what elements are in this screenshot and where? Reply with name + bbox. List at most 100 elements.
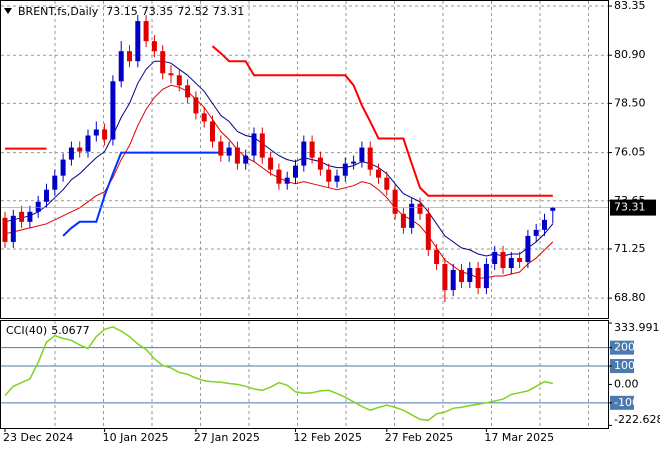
- y-tick-label: 0.00: [614, 377, 639, 390]
- candle-body: [492, 251, 498, 264]
- y-tick-label: -222.628: [614, 413, 660, 426]
- cci-title: CCI(40): [6, 324, 47, 337]
- candle-body: [301, 141, 307, 166]
- open: 73.15: [106, 5, 138, 18]
- candle-body: [243, 155, 249, 164]
- vertical-grid: [54, 1, 589, 428]
- candle-body: [459, 270, 464, 283]
- candle-body: [52, 175, 58, 190]
- y-tick-label: 80.90: [614, 48, 646, 61]
- candle-body: [425, 213, 431, 250]
- candle-body: [376, 169, 381, 178]
- collapse-icon[interactable]: [4, 8, 12, 14]
- candle-body: [359, 147, 365, 162]
- low: 72.52: [177, 5, 209, 18]
- candle-body: [326, 169, 332, 182]
- candle-body: [127, 51, 132, 62]
- y-tick-label: -100: [614, 396, 639, 409]
- symbol: BRENT.fs,Daily: [18, 5, 99, 18]
- candle-body: [309, 141, 315, 158]
- candle-body: [500, 251, 506, 269]
- y-tick-label: 100: [614, 359, 635, 372]
- candle-body: [68, 147, 74, 160]
- candle-body: [118, 51, 124, 82]
- candle-body: [284, 177, 290, 184]
- y-tick-label: 78.50: [614, 96, 646, 109]
- candle-body: [10, 215, 16, 242]
- candle-body: [392, 189, 398, 214]
- candle-body: [226, 147, 232, 156]
- candle-body: [77, 147, 83, 152]
- candle-body: [85, 135, 91, 152]
- candle-body: [434, 249, 440, 264]
- candle-body: [93, 129, 99, 136]
- candle-body: [110, 81, 116, 140]
- candle-body: [135, 21, 141, 62]
- candle-body: [268, 157, 274, 170]
- candle-body: [475, 268, 481, 289]
- cci-header: CCI(40) 5.0677: [6, 324, 90, 337]
- candle-body: [342, 163, 348, 176]
- x-tick-label: 27 Feb 2025: [385, 431, 453, 444]
- candle-body: [334, 175, 340, 182]
- candle-body: [218, 141, 224, 156]
- candle-body: [317, 157, 323, 170]
- candle-body: [525, 235, 531, 262]
- candle-body: [176, 75, 182, 86]
- candle-body: [19, 211, 25, 222]
- y-tick-label: 71.25: [614, 242, 646, 255]
- candle-body: [27, 211, 33, 222]
- price-tag: [610, 199, 656, 216]
- candle-body: [44, 189, 49, 202]
- candle-body: [210, 121, 215, 142]
- indicator-line: [211, 45, 553, 197]
- candle-body: [143, 21, 149, 42]
- candle-body: [450, 270, 456, 291]
- candle-body: [60, 159, 66, 176]
- y-tick-label: 333.991: [614, 321, 660, 334]
- candle-body: [508, 257, 514, 269]
- candle-body: [400, 213, 406, 228]
- indicator-line: [62, 151, 221, 237]
- y-tick-label: 200: [614, 341, 635, 354]
- candle-body: [35, 201, 41, 212]
- level-box: [610, 359, 634, 374]
- x-tick-label: 27 Jan 2025: [194, 431, 260, 444]
- cci-panel: [0, 320, 609, 429]
- high: 73.35: [142, 5, 174, 18]
- y-tick-label: 68.80: [614, 291, 646, 304]
- price-tag-label: 73.31: [614, 201, 646, 214]
- x-tick-label: 23 Dec 2024: [3, 431, 73, 444]
- candle-body: [367, 147, 373, 170]
- y-tick-label: 76.05: [614, 146, 646, 159]
- cci-value: 5.0677: [51, 324, 90, 337]
- candle-body: [259, 133, 265, 158]
- candle-body: [293, 165, 298, 178]
- candle-body: [160, 51, 166, 74]
- candle-body: [351, 161, 357, 164]
- candle-body: [102, 129, 108, 140]
- header: BRENT.fs,Daily 73.15 73.35 72.52 73.31: [18, 5, 244, 18]
- level-box: [610, 395, 634, 410]
- level-box: [610, 340, 634, 355]
- candle-body: [234, 147, 240, 164]
- candle-body: [185, 85, 191, 98]
- close: 73.31: [213, 5, 245, 18]
- candle-body: [2, 217, 8, 242]
- candle-body: [151, 41, 157, 52]
- candle-body: [168, 73, 174, 76]
- x-tick-label: 12 Feb 2025: [294, 431, 362, 444]
- indicator-line: [4, 60, 554, 257]
- candle-body: [193, 97, 199, 114]
- x-tick-label: 10 Jan 2025: [103, 431, 169, 444]
- candle-body: [467, 268, 473, 283]
- candle-body: [251, 133, 257, 156]
- candle-body: [384, 177, 390, 190]
- y-tick-label: 83.35: [614, 0, 646, 12]
- candle-body: [201, 113, 207, 122]
- candle-body: [417, 203, 423, 214]
- candle-body: [533, 229, 539, 236]
- candle-body: [517, 257, 523, 262]
